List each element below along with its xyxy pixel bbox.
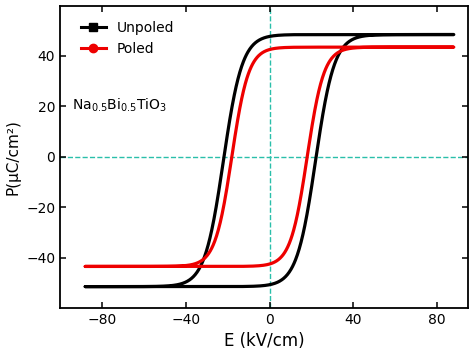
Text: Na$_{0.5}$Bi$_{0.5}$TiO$_3$: Na$_{0.5}$Bi$_{0.5}$TiO$_3$ (73, 96, 167, 114)
Legend: Unpoled, Poled: Unpoled, Poled (75, 16, 180, 62)
X-axis label: E (kV/cm): E (kV/cm) (224, 333, 305, 350)
Y-axis label: P(μC/cm²): P(μC/cm²) (6, 119, 20, 195)
